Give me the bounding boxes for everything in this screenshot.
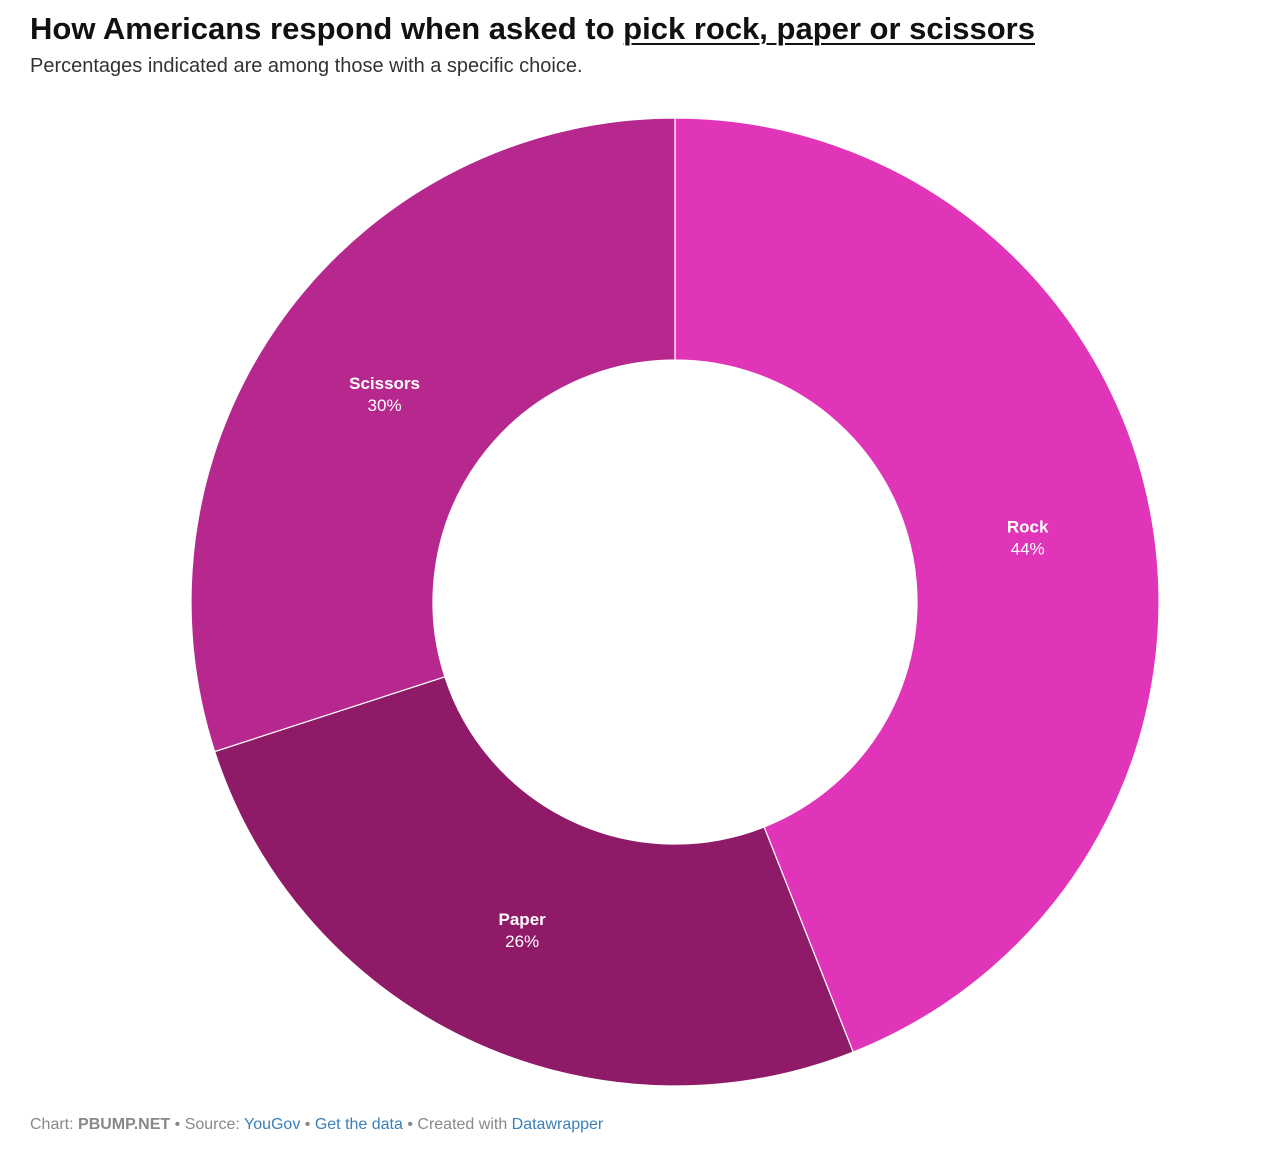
footer-separator: •	[402, 1116, 418, 1133]
footer-datawrapper-link[interactable]: Datawrapper	[511, 1116, 604, 1133]
footer-chart-prefix: Chart:	[30, 1116, 79, 1133]
slice-label-rock: Rock	[1007, 518, 1049, 537]
chart-footer: Chart: PBUMP.NET • Source: YouGov • Get …	[30, 1115, 603, 1135]
chart-title: How Americans respond when asked to pick…	[30, 8, 1250, 50]
chart-title-text: How Americans respond when asked to	[30, 11, 624, 46]
slice-value-rock: 44%	[1011, 540, 1045, 559]
slice-label-paper: Paper	[499, 910, 547, 929]
footer-get-data-link[interactable]: Get the data	[314, 1116, 403, 1133]
footer-chart-by: PBUMP.NET	[78, 1116, 171, 1133]
slice-value-scissors: 30%	[368, 396, 402, 415]
footer-source-link[interactable]: YouGov	[243, 1116, 301, 1133]
footer-created-prefix: Created with	[417, 1116, 512, 1133]
footer-separator: •	[170, 1116, 185, 1133]
footer-separator: •	[300, 1116, 315, 1133]
slice-paper[interactable]	[213, 676, 854, 1087]
slice-scissors[interactable]	[190, 117, 676, 753]
chart-title-link[interactable]: pick rock, paper or scissors	[623, 11, 1035, 46]
slice-value-paper: 26%	[505, 932, 539, 951]
slice-label-scissors: Scissors	[349, 374, 420, 393]
chart-header: How Americans respond when asked to pick…	[30, 8, 1250, 80]
slice-rock[interactable]	[674, 117, 1160, 1053]
chart-subtitle: Percentages indicated are among those wi…	[30, 55, 583, 77]
footer-source-prefix: Source:	[184, 1116, 244, 1133]
